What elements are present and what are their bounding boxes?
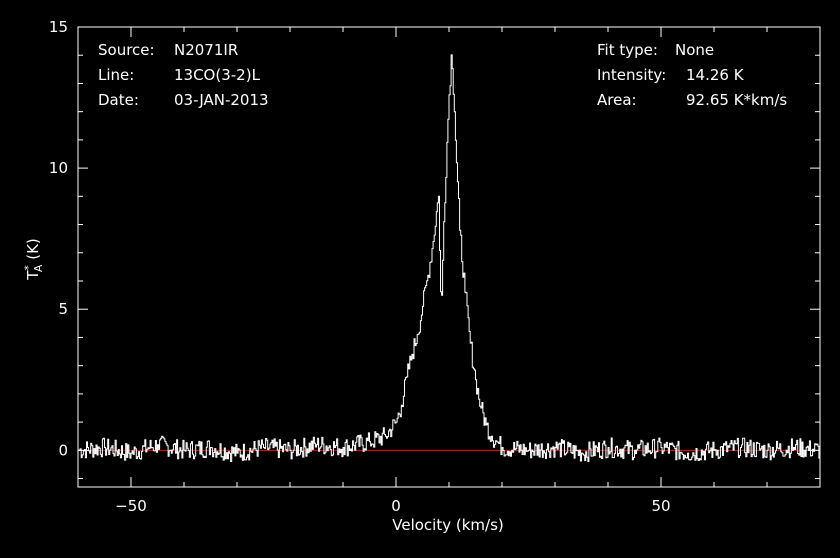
y-tick-label: 15 [49,18,68,36]
intensity-label: Intensity: [597,66,666,84]
date-value: 03-JAN-2013 [174,91,269,109]
y-tick-label: 10 [49,159,68,177]
x-tick-label: 0 [391,497,401,515]
intensity-value: 14.26 K [686,66,745,84]
date-label: Date: [98,91,139,109]
line-label: Line: [98,66,134,84]
area-label: Area: [597,91,637,109]
y-tick-label: 5 [58,300,68,318]
fit-type-label: Fit type: [597,41,658,59]
x-tick-label: −50 [115,497,147,515]
y-tick-label: 0 [58,441,68,459]
y-axis-title: T*A (K) [22,238,45,281]
x-tick-label: 50 [651,497,670,515]
axis-ticks: −50 0 50 0 5 10 15 [49,18,821,515]
plot-area [78,54,820,463]
source-label: Source: [98,41,155,59]
source-value: N2071IR [174,41,238,59]
fit-type-value: None [675,41,714,59]
line-value: 13CO(3-2)L [174,66,261,84]
area-value: 92.65 K*km/s [686,91,787,109]
spectrum-series-line [78,54,820,463]
x-axis-title: Velocity (km/s) [392,516,503,534]
